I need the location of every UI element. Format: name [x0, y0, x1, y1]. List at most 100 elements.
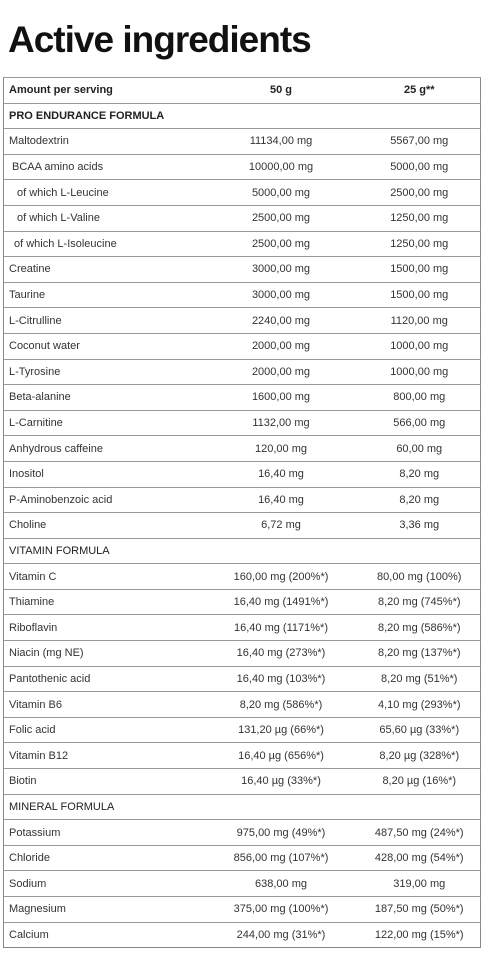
amount: 1132,00 mg	[203, 409, 359, 436]
ingredient-row: Choline 6,72 mg 3,36 mg	[3, 512, 481, 539]
section-row: VITAMIN FORMULA	[3, 537, 481, 564]
amount: 16,40 mg (1491%*)	[203, 588, 359, 615]
section-title: MINERAL FORMULA	[3, 793, 481, 820]
amount: 11134,00 mg	[203, 128, 359, 155]
ingredient-name: L-Tyrosine	[3, 358, 204, 385]
amount: 16,40 µg (33%*)	[203, 768, 359, 795]
ingredient-row: P-Aminobenzoic acid 16,40 mg 8,20 mg	[3, 486, 481, 513]
ingredient-row: Taurine 3000,00 mg 1500,00 mg	[3, 281, 481, 308]
amount: 187,50 mg (50%*)	[358, 896, 481, 923]
ingredient-row: Pantothenic acid 16,40 mg (103%*) 8,20 mg …	[3, 665, 481, 692]
ingredient-name: Taurine	[3, 281, 204, 308]
amount: 428,00 mg (54%*)	[358, 844, 481, 871]
amount: 5567,00 mg	[358, 128, 481, 155]
ingredient-name: Coconut water	[3, 332, 204, 360]
amount: 2240,00 mg	[203, 307, 359, 334]
ingredient-name: Vitamin C	[3, 563, 204, 590]
amount: 244,00 mg (31%*)	[203, 921, 359, 948]
amount: 5000,00 mg	[358, 153, 481, 180]
amount: 6,72 mg	[203, 512, 359, 539]
section-title: VITAMIN FORMULA	[3, 537, 481, 564]
amount: 1120,00 mg	[358, 307, 481, 334]
amount: 8,20 mg (51%*)	[358, 665, 481, 692]
ingredient-row: Magnesium 375,00 mg (100%*) 187,50 mg (50%…	[3, 896, 481, 923]
ingredient-row: Vitamin C 160,00 mg (200%*) 80,00 mg (100%…	[3, 563, 481, 590]
ingredient-row: Niacin (mg NE) 16,40 mg (273%*) 8,20 mg (1…	[3, 640, 481, 667]
amount: 1600,00 mg	[203, 384, 359, 411]
amount: 16,40 mg (1171%*)	[203, 614, 359, 641]
section-title: PRO ENDURANCE FORMULA	[3, 102, 481, 129]
amount: 3,36 mg	[358, 512, 481, 539]
amount: 16,40 mg	[203, 460, 359, 487]
ingredient-name: of which L-Isoleucine	[3, 230, 204, 257]
amount: 8,20 µg (328%*)	[358, 742, 481, 769]
ingredient-name: of which L-Valine	[3, 204, 204, 232]
ingredient-name: Chloride	[3, 844, 204, 871]
amount: 2000,00 mg	[203, 358, 359, 385]
amount: 2500,00 mg	[358, 179, 481, 206]
section-row: PRO ENDURANCE FORMULA	[3, 102, 481, 129]
amount: 8,20 mg (745%*)	[358, 588, 481, 615]
ingredient-name: Folic acid	[3, 716, 204, 743]
amount: 5000,00 mg	[203, 179, 359, 206]
amount: 8,20 mg (586%*)	[358, 614, 481, 641]
ingredient-row: Coconut water 2000,00 mg 1000,00 mg	[3, 332, 481, 360]
amount: 160,00 mg (200%*)	[203, 563, 359, 590]
ingredient-name: Niacin (mg NE)	[3, 640, 204, 667]
amount: 1250,00 mg	[358, 204, 481, 232]
ingredient-name: Vitamin B6	[3, 691, 204, 718]
ingredient-name: Biotin	[3, 768, 204, 795]
ingredient-row: of which L-Isoleucine 2500,00 mg 1250,00 m…	[3, 230, 481, 257]
ingredient-name: Thiamine	[3, 588, 204, 615]
ingredient-name: Vitamin B12	[3, 742, 204, 769]
amount: 375,00 mg (100%*)	[203, 896, 359, 923]
ingredient-row: Calcium 244,00 mg (31%*) 122,00 mg (15%*)	[3, 921, 481, 948]
amount: 1250,00 mg	[358, 230, 481, 257]
amount: 638,00 mg	[203, 870, 359, 897]
ingredient-row: Folic acid 131,20 µg (66%*) 65,60 µg (33%*…	[3, 716, 481, 743]
ingredient-name: Choline	[3, 512, 204, 539]
ingredient-name: L-Carnitine	[3, 409, 204, 436]
ingredient-name: of which L-Leucine	[3, 179, 204, 206]
amount: 2500,00 mg	[203, 204, 359, 232]
amount: 2500,00 mg	[203, 230, 359, 257]
amount: 16,40 mg (273%*)	[203, 640, 359, 667]
ingredient-name: Maltodextrin	[3, 128, 204, 155]
amount: 8,20 mg	[358, 460, 481, 487]
ingredient-row: Creatine 3000,00 mg 1500,00 mg	[3, 256, 481, 283]
amount: 16,40 mg (103%*)	[203, 665, 359, 692]
ingredient-row: Vitamin B12 16,40 µg (656%*) 8,20 µg (328%…	[3, 742, 481, 769]
amount: 16,40 mg	[203, 486, 359, 513]
ingredient-row: L-Citrulline 2240,00 mg 1120,00 mg	[3, 307, 481, 334]
ingredient-name: Inositol	[3, 460, 204, 487]
amount: 1000,00 mg	[358, 332, 481, 360]
header-cell: Amount per serving	[3, 77, 204, 104]
ingredient-row: Inositol 16,40 mg 8,20 mg	[3, 460, 481, 487]
ingredient-row: Maltodextrin 11134,00 mg 5567,00 mg	[3, 128, 481, 155]
amount: 566,00 mg	[358, 409, 481, 436]
amount: 122,00 mg (15%*)	[358, 921, 481, 948]
amount: 65,60 µg (33%*)	[358, 716, 481, 743]
amount: 487,50 mg (24%*)	[358, 819, 481, 846]
ingredient-row: L-Carnitine 1132,00 mg 566,00 mg	[3, 409, 481, 436]
ingredient-row: of which L-Valine 2500,00 mg 1250,00 mg	[3, 204, 481, 232]
ingredient-name: Beta-alanine	[3, 384, 204, 411]
amount: 10000,00 mg	[203, 153, 359, 180]
amount: 4,10 mg (293%*)	[358, 691, 481, 718]
ingredient-name: Pantothenic acid	[3, 665, 204, 692]
ingredient-name: Anhydrous caffeine	[3, 435, 204, 462]
amount: 1500,00 mg	[358, 256, 481, 283]
ingredient-name: Potassium	[3, 819, 204, 846]
ingredient-name: Magnesium	[3, 896, 204, 923]
amount: 2000,00 mg	[203, 332, 359, 360]
ingredient-row: Sodium 638,00 mg 319,00 mg	[3, 870, 481, 897]
ingredient-row: of which L-Leucine 5000,00 mg 2500,00 mg	[3, 179, 481, 206]
ingredient-name: Calcium	[3, 921, 204, 948]
ingredient-row: Beta-alanine 1600,00 mg 800,00 mg	[3, 384, 481, 411]
amount: 856,00 mg (107%*)	[203, 844, 359, 871]
ingredient-row: Biotin 16,40 µg (33%*) 8,20 µg (16%*)	[3, 768, 481, 795]
amount: 60,00 mg	[358, 435, 481, 462]
amount: 975,00 mg (49%*)	[203, 819, 359, 846]
ingredient-row: Potassium 975,00 mg (49%*) 487,50 mg (24%*…	[3, 819, 481, 846]
